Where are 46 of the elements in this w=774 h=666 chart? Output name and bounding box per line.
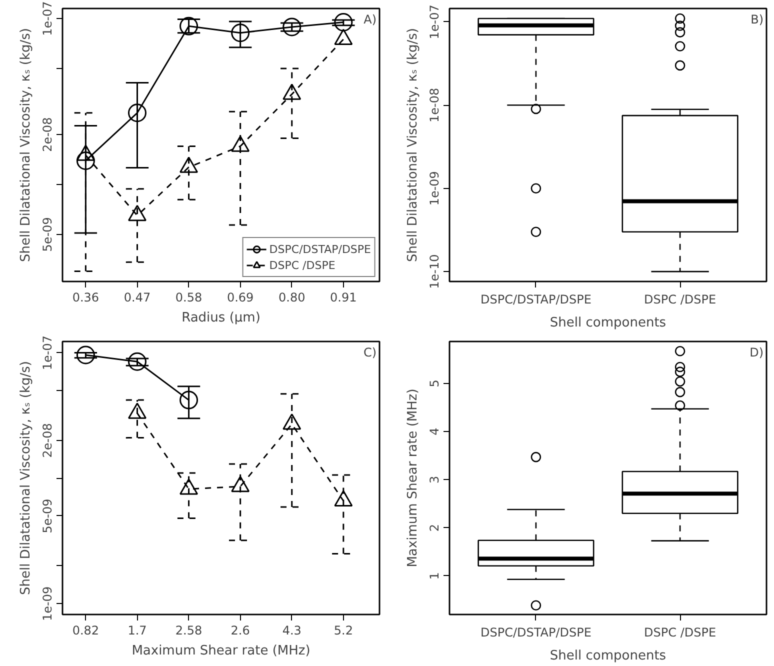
legend-label: DSPC/DSTAP/DSPE [269,242,371,257]
x-tick-label: DSPC/DSTAP/DSPE [480,626,592,640]
annotation: C) [363,346,376,360]
y-tick-label: 1e-07 [40,335,54,370]
x-tick-label: DSPC /DSPE [644,626,716,640]
y-tick-label: 5 [428,380,442,388]
y-tick-label: 1e-07 [40,1,54,36]
x-tick-label: 2.6 [230,624,250,638]
x-axis-title: Shell components [550,316,666,330]
x-tick-label: 0.82 [72,624,100,638]
legend-label: DSPC /DSPE [269,258,336,273]
y-tick-label: 1e-07 [428,4,442,40]
x-tick-label: 0.91 [330,290,357,304]
annotation: B) [750,12,764,26]
annotation: A) [364,12,376,26]
y-tick-label: 5e-09 [40,498,54,534]
y-tick-label: 2 [428,524,442,532]
x-tick-label: 2.58 [175,624,202,638]
y-axis-title: Shell Dilatational Viscosity, κₛ (kg/s) [18,28,34,262]
x-axis-title: Maximum Shear rate (MHz) [132,644,310,658]
x-axis-title: Radius (µm) [182,310,260,326]
x-tick-label: 0.47 [124,290,151,304]
y-tick-label: 5e-09 [40,217,54,252]
x-tick-label: 0.80 [278,290,306,304]
x-tick-label: DSPC/DSTAP/DSPE [480,292,592,306]
x-tick-label: DSPC /DSPE [644,292,716,306]
annotation: D) [750,346,764,360]
y-tick-label: 2e-08 [40,423,54,458]
y-axis-title: Maximum Shear rate (MHz) [406,388,420,568]
y-tick-label: 1e-10 [428,254,442,289]
x-tick-label: 0.69 [226,290,254,304]
x-tick-label: 1.7 [128,624,147,638]
y-tick-label: 1e-09 [40,586,54,621]
y-axis-title: Shell Dilatational Viscosity, κₛ (kg/s) [18,361,34,595]
y-tick-label: 1e-09 [428,171,442,206]
y-tick-label: 1 [428,572,442,580]
x-tick-label: 4.3 [282,624,302,638]
y-tick-label: 2e-08 [40,117,54,152]
x-axis-title: Shell components [550,648,666,664]
y-tick-label: 3 [428,476,442,484]
y-tick-label: 4 [428,428,442,436]
y-axis-title: Shell Dilatational Viscosity, κₛ (kg/s) [406,28,420,262]
x-tick-label: 0.36 [72,290,100,304]
x-tick-label: 5.2 [334,624,353,638]
y-tick-label: 1e-08 [428,88,442,122]
x-tick-label: 0.58 [175,290,202,304]
